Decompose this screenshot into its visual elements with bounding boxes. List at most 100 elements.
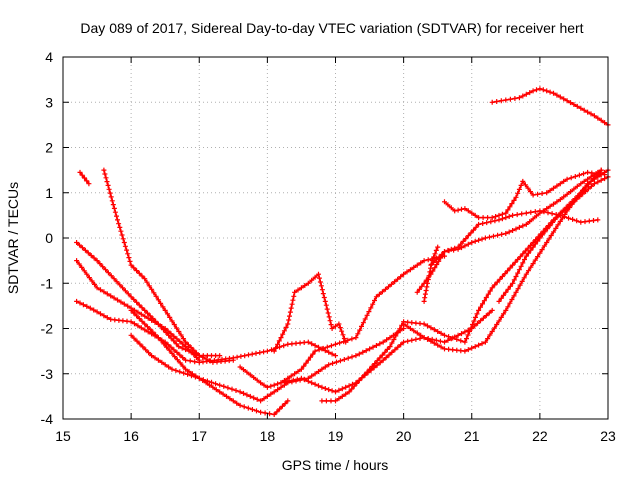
data-point <box>389 281 394 287</box>
data-point <box>176 344 182 350</box>
data-point <box>333 389 338 395</box>
data-point <box>125 303 131 309</box>
data-point <box>276 338 282 344</box>
y-tick-label: 2 <box>45 140 53 156</box>
data-point <box>479 236 485 242</box>
data-point <box>484 220 490 226</box>
data-point <box>168 335 174 341</box>
data-point <box>94 309 100 315</box>
data-point <box>339 393 345 399</box>
data-point <box>576 172 582 178</box>
data-point <box>254 396 260 402</box>
data-point <box>128 294 134 300</box>
data-point <box>547 203 553 209</box>
data-point <box>343 391 349 397</box>
data-point <box>448 205 454 211</box>
data-point <box>518 182 524 188</box>
data-point <box>401 271 407 277</box>
data-point <box>110 202 116 208</box>
series-track-13 <box>428 208 601 268</box>
data-point <box>493 214 499 219</box>
data-point <box>589 170 595 176</box>
data-point <box>117 282 123 288</box>
data-point <box>105 182 111 188</box>
data-point <box>583 184 589 190</box>
data-point <box>84 303 90 309</box>
data-point <box>544 206 550 212</box>
data-point <box>551 229 556 235</box>
data-point <box>469 240 475 245</box>
data-point <box>513 274 519 279</box>
data-point <box>523 221 529 227</box>
data-point <box>503 97 509 103</box>
series-line <box>239 255 446 389</box>
data-point <box>101 313 107 319</box>
data-point <box>180 336 186 342</box>
data-point <box>234 400 240 406</box>
data-point <box>155 335 161 341</box>
data-point <box>261 396 267 402</box>
chart-title: Day 089 of 2017, Sidereal Day-to-day VTE… <box>80 20 583 36</box>
data-point <box>283 324 289 330</box>
data-point <box>85 250 91 256</box>
x-tick-label: 20 <box>396 428 412 444</box>
data-point <box>450 335 456 341</box>
data-point <box>174 349 180 355</box>
data-point <box>158 338 164 344</box>
data-point <box>241 390 246 396</box>
data-point <box>224 393 229 399</box>
data-point <box>478 318 483 324</box>
data-point <box>507 300 513 306</box>
data-point <box>465 241 471 247</box>
data-point <box>131 297 137 302</box>
data-point <box>322 386 328 391</box>
data-point <box>586 186 591 192</box>
data-point <box>462 206 468 212</box>
data-point <box>503 231 509 236</box>
data-point <box>326 314 332 320</box>
data-point <box>160 304 166 310</box>
data-point <box>459 331 464 337</box>
data-point <box>487 234 492 240</box>
data-point <box>468 325 474 331</box>
data-point <box>464 336 469 342</box>
data-point <box>509 297 515 302</box>
data-point <box>512 259 518 265</box>
data-point <box>312 371 318 377</box>
data-point <box>384 346 390 352</box>
data-point <box>489 99 495 105</box>
data-point <box>241 367 246 373</box>
data-point <box>578 219 584 225</box>
data-point <box>540 87 546 93</box>
data-point <box>167 314 173 320</box>
data-point <box>578 181 584 187</box>
data-point <box>100 264 106 270</box>
data-point <box>418 260 424 266</box>
data-point <box>526 268 531 274</box>
data-point <box>268 391 274 397</box>
data-point <box>465 332 471 338</box>
data-point <box>246 352 251 358</box>
series-track-14 <box>442 169 608 221</box>
data-point <box>517 254 523 260</box>
data-point <box>377 355 383 361</box>
data-point <box>395 344 401 350</box>
data-point <box>438 255 444 261</box>
data-point <box>564 176 570 182</box>
data-point <box>82 247 88 253</box>
data-point <box>528 242 533 248</box>
data-point <box>316 369 321 374</box>
data-point <box>281 328 287 334</box>
data-point <box>398 274 404 280</box>
data-point <box>499 274 505 279</box>
data-point <box>134 299 140 305</box>
data-point <box>435 342 441 348</box>
series-track-8 <box>271 271 349 354</box>
data-point <box>233 388 239 393</box>
data-point <box>554 92 560 98</box>
data-point <box>74 258 80 264</box>
data-point <box>104 315 110 321</box>
data-point <box>520 178 526 184</box>
data-point <box>309 277 315 283</box>
data-point <box>560 207 566 213</box>
